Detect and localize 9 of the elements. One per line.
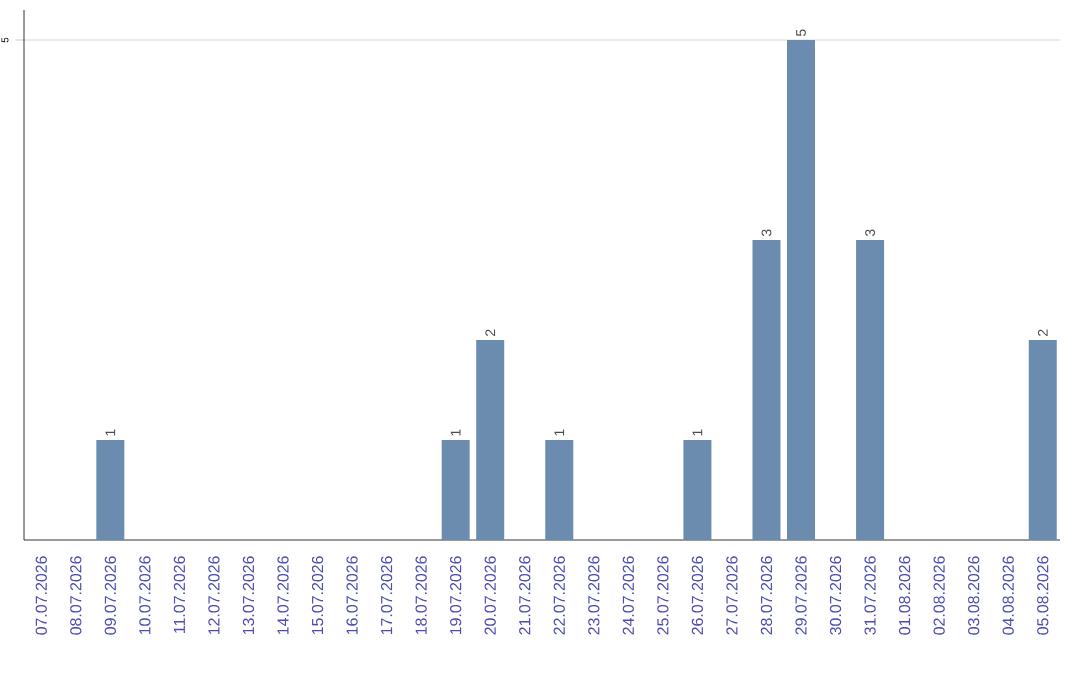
bar <box>476 340 505 540</box>
bar <box>752 240 781 540</box>
bar <box>441 440 470 540</box>
bar <box>96 440 125 540</box>
bar <box>683 440 712 540</box>
bar <box>787 40 816 540</box>
bar <box>545 440 574 540</box>
bar <box>1028 340 1057 540</box>
bar <box>856 240 885 540</box>
